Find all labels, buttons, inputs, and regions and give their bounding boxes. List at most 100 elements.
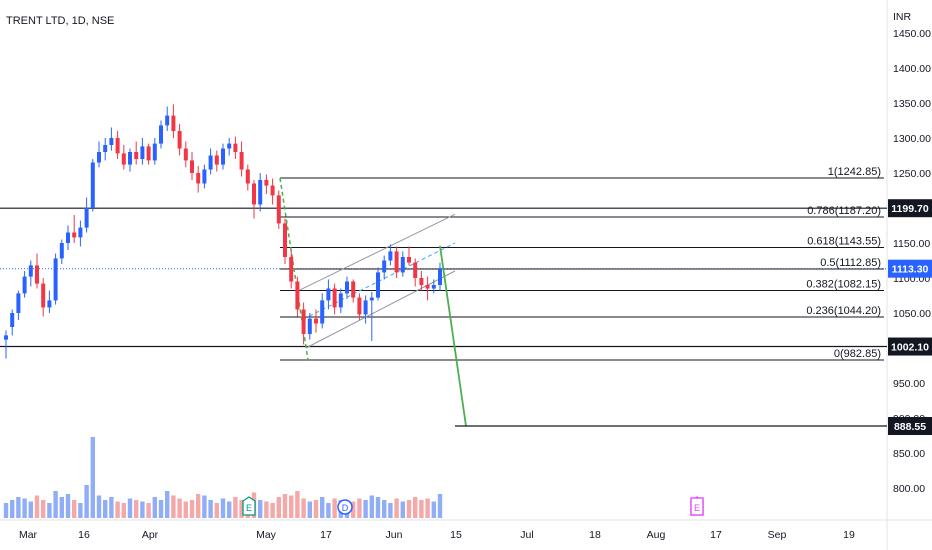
volume-bar bbox=[10, 500, 15, 518]
time-tick-label: Mar bbox=[19, 529, 38, 541]
time-tick-label: 19 bbox=[843, 529, 855, 541]
volume-bar bbox=[90, 437, 95, 518]
candle-body bbox=[438, 268, 442, 285]
volume-bar bbox=[47, 503, 52, 518]
volume-bar bbox=[388, 503, 393, 518]
candle-body bbox=[351, 281, 356, 298]
candle-body bbox=[22, 276, 27, 294]
candle-body bbox=[78, 227, 83, 238]
volume-bar bbox=[282, 494, 288, 518]
candle-body bbox=[28, 265, 33, 277]
volume-bar bbox=[3, 503, 9, 518]
candle-body bbox=[357, 297, 362, 315]
volume-bar bbox=[382, 500, 387, 518]
candle-body bbox=[41, 283, 46, 308]
candle-body bbox=[345, 281, 349, 294]
time-tick-label: May bbox=[256, 529, 277, 541]
candle-body bbox=[177, 131, 182, 149]
volume-bar bbox=[16, 497, 21, 518]
candle-body bbox=[270, 185, 275, 196]
volume-bar bbox=[78, 503, 83, 518]
candle-body bbox=[363, 300, 368, 315]
volume-bar bbox=[214, 503, 219, 518]
volume-bar bbox=[140, 501, 145, 518]
volume-bar bbox=[121, 503, 126, 518]
volume-bar bbox=[369, 495, 374, 518]
candle-body bbox=[295, 281, 300, 310]
candle-body bbox=[128, 152, 132, 165]
currency-label: INR bbox=[893, 11, 912, 23]
volume-bar bbox=[171, 495, 176, 518]
candle-body bbox=[16, 293, 21, 313]
channel-lower-line bbox=[305, 270, 456, 349]
volume-bar bbox=[419, 500, 424, 518]
volume-bar bbox=[109, 497, 114, 518]
earnings-marker-box bbox=[690, 497, 704, 516]
event-marker-label: E bbox=[694, 503, 700, 513]
time-tick-label: 15 bbox=[450, 529, 462, 541]
volume-bar bbox=[332, 498, 337, 518]
candle-body bbox=[109, 138, 114, 145]
candle-body bbox=[425, 285, 430, 289]
volume-bar bbox=[413, 497, 418, 518]
fib-level-label: 0.5(1112.85) bbox=[820, 257, 881, 269]
volume-bar bbox=[394, 498, 399, 518]
time-tick-label: 18 bbox=[589, 529, 601, 541]
event-marker-label: E bbox=[246, 503, 252, 513]
candle-body bbox=[47, 300, 52, 308]
candle-body bbox=[103, 145, 108, 152]
channel-upper-line bbox=[299, 213, 456, 291]
volume-bar bbox=[59, 497, 64, 518]
candle-body bbox=[227, 143, 232, 149]
candle-body bbox=[72, 232, 77, 238]
candle-body bbox=[338, 293, 343, 308]
volume-bar bbox=[233, 497, 238, 518]
volume-bar bbox=[320, 497, 325, 518]
volume-bar bbox=[264, 501, 269, 518]
price-tick-label: 1150.00 bbox=[893, 238, 930, 250]
price-tag-label: 888.55 bbox=[894, 421, 926, 433]
candle-body bbox=[90, 162, 95, 208]
volume-bar bbox=[34, 495, 40, 518]
candle-body bbox=[394, 251, 399, 273]
candle-body bbox=[59, 243, 64, 259]
volume-bar bbox=[406, 500, 412, 518]
candle-body bbox=[84, 208, 89, 228]
fib-level-label: 0(982.85) bbox=[834, 348, 881, 360]
time-tick-label: 17 bbox=[710, 529, 722, 541]
fib-level-label: 1(1242.85) bbox=[828, 166, 881, 178]
volume-bar bbox=[239, 500, 244, 518]
price-tags: 1199.70 1113.30 1002.10 888.55 bbox=[888, 199, 932, 436]
candle-body bbox=[115, 138, 120, 154]
candle-body bbox=[152, 143, 157, 161]
volume-bar bbox=[177, 498, 182, 518]
volume-bar bbox=[357, 498, 362, 518]
volume-bar bbox=[165, 491, 170, 518]
candle-body bbox=[202, 169, 207, 184]
volume-bar bbox=[22, 498, 27, 518]
price-tag-label: 1113.30 bbox=[892, 264, 929, 276]
time-tick-label: Apr bbox=[142, 529, 159, 541]
volume-bar bbox=[400, 501, 405, 518]
candle-body bbox=[252, 183, 256, 205]
candle-body bbox=[376, 272, 380, 298]
fib-labels: 1(1242.85) 0.786(1187.20) 0.618(1143.55) 0.… bbox=[806, 166, 881, 360]
time-tick-label: Sep bbox=[768, 529, 787, 541]
price-tag-label: 1199.70 bbox=[891, 203, 929, 215]
candle-body bbox=[196, 173, 201, 184]
volume-bar bbox=[152, 497, 157, 518]
candle-body bbox=[239, 152, 244, 170]
candle-body bbox=[332, 288, 337, 308]
volume-bar bbox=[295, 491, 300, 518]
dividend-marker-icon bbox=[337, 499, 353, 515]
fib-level-label: 0.382(1082.15) bbox=[806, 278, 881, 290]
price-tick-label: 850.00 bbox=[893, 448, 925, 460]
volume-bar bbox=[326, 503, 331, 518]
volume-bar bbox=[307, 501, 312, 518]
candle-body bbox=[307, 318, 312, 334]
volume-bar bbox=[351, 501, 356, 518]
candle-body bbox=[10, 313, 15, 327]
